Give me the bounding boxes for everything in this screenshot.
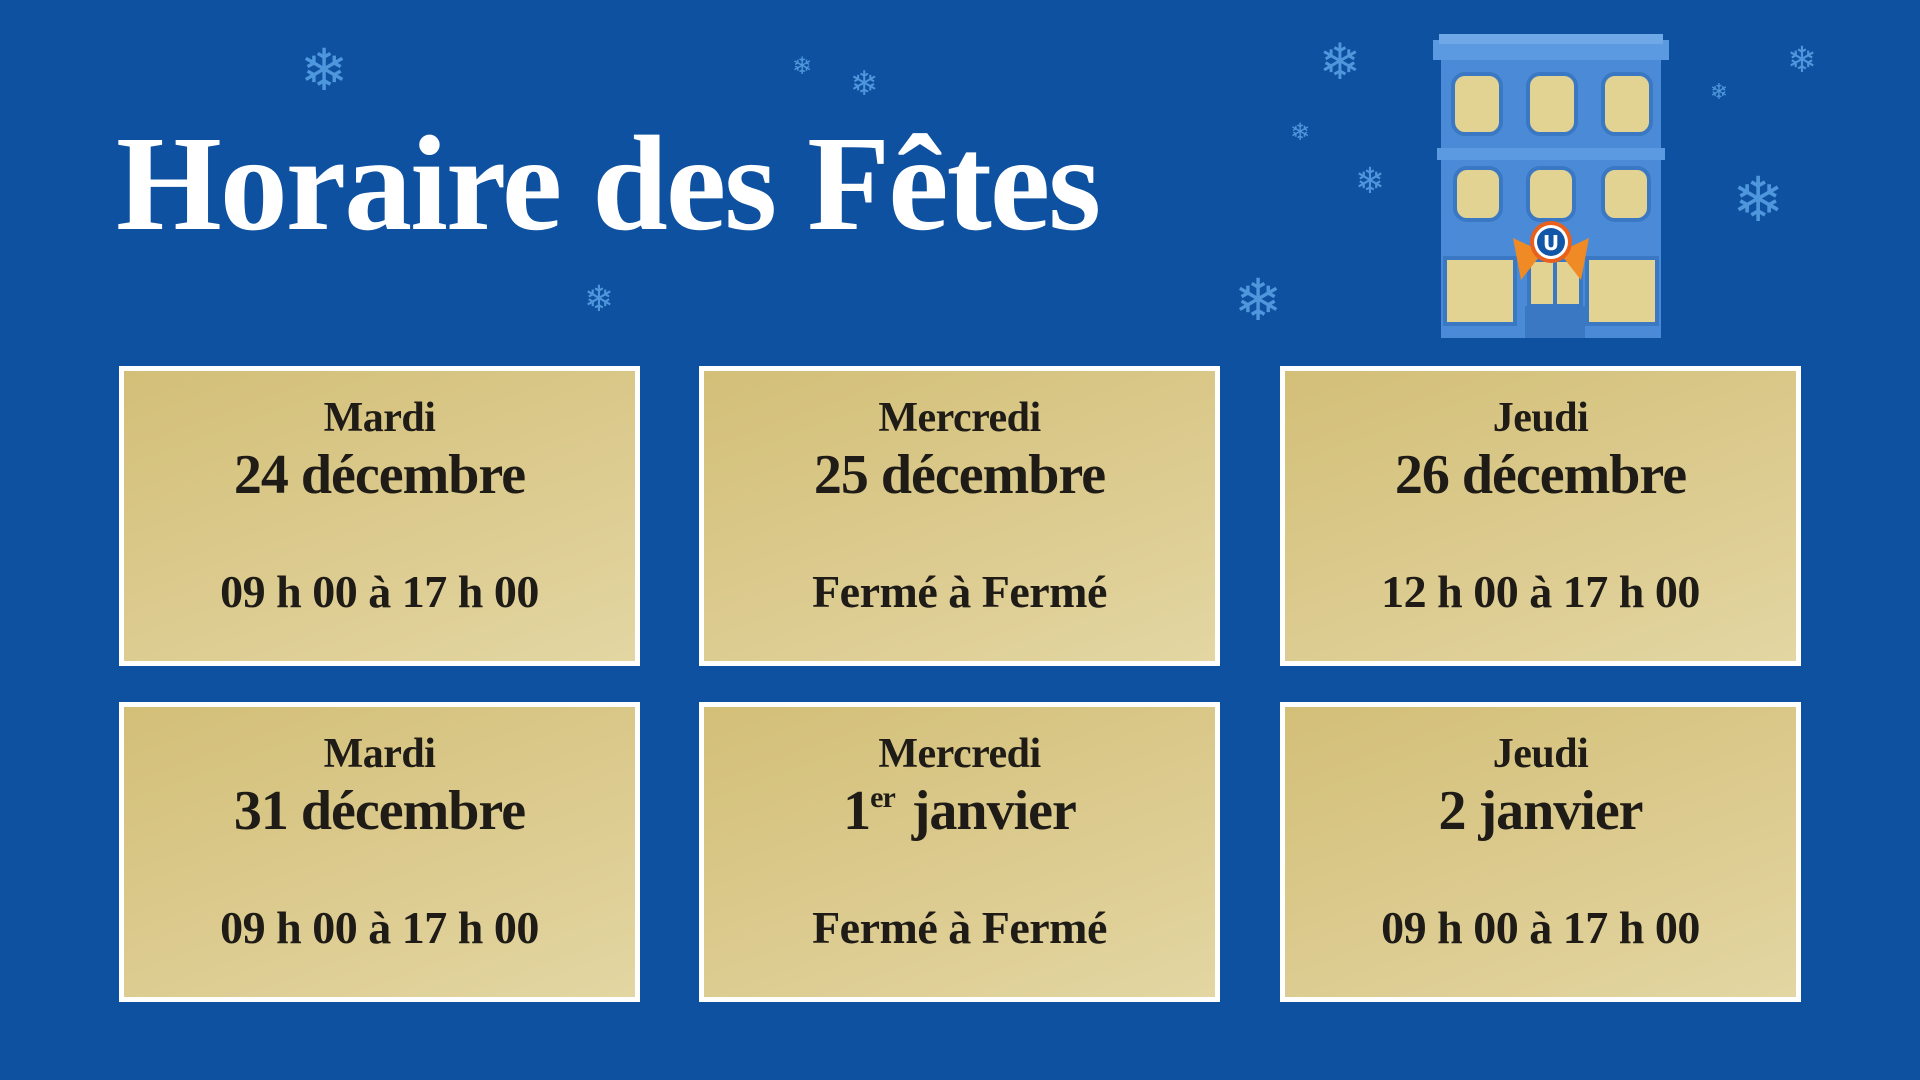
snowflake-icon: ❄ [1709,80,1729,105]
card-date: 31 décembre [124,780,635,843]
date-text: 31 décembre [233,780,526,842]
logo-letter: U [1543,231,1559,255]
schedule-card: Jeudi 26 décembre 12 h 00 à 17 h 00 [1280,366,1801,666]
snowflake-icon: ❄ [1786,40,1818,81]
snowflake-icon: ❄ [1732,163,1784,236]
card-hours: 09 h 00 à 17 h 00 [220,566,539,617]
card-date: 25 décembre [704,444,1215,507]
date-month: janvier [898,780,1077,842]
card-hours: 09 h 00 à 17 h 00 [220,902,539,953]
snowflake-icon: ❄ [583,279,615,320]
card-date: 26 décembre [1285,444,1796,507]
card-day: Mercredi [878,395,1041,441]
card-day: Jeudi [1492,395,1589,441]
date-text: 25 décembre [813,444,1106,506]
snowflake-icon: ❄ [1319,33,1361,91]
date-text: 2 janvier [1438,780,1643,842]
schedule-card: Mardi 24 décembre 09 h 00 à 17 h 00 [119,366,640,666]
date-text: 24 décembre [233,444,526,506]
snowflake-icon: ❄ [1233,266,1283,334]
card-hours: Fermé à Fermé [812,902,1107,953]
card-hours: 09 h 00 à 17 h 00 [1381,902,1700,953]
card-hours: Fermé à Fermé [812,566,1107,617]
card-date: 2 janvier [1285,780,1796,843]
snowflake-icon: ❄ [299,36,349,104]
schedule-card: Mercredi 25 décembre Fermé à Fermé [699,366,1220,666]
schedule-card: Jeudi 2 janvier 09 h 00 à 17 h 00 [1280,702,1801,1002]
card-date: 1er janvier [704,780,1215,843]
snowflake-icon: ❄ [1289,118,1311,146]
card-day: Mercredi [878,731,1041,777]
date-ordinal: er [870,781,896,814]
page-title: Horaire des Fêtes [116,109,1101,259]
snowflake-icon: ❄ [791,52,813,80]
snowflake-icon: ❄ [849,64,879,104]
schedule-card: Mercredi 1er janvier Fermé à Fermé [699,702,1220,1002]
schedule-card: Mardi 31 décembre 09 h 00 à 17 h 00 [119,702,640,1002]
card-hours: 12 h 00 à 17 h 00 [1381,566,1700,617]
date-text: 26 décembre [1394,444,1687,506]
store-building-illustration: U [1433,34,1669,338]
snowflake-icon: ❄ [1354,161,1386,202]
card-day: Mardi [323,731,436,777]
card-day: Mardi [323,395,436,441]
card-date: 24 décembre [124,444,635,507]
date-number: 1 [843,780,871,842]
card-day: Jeudi [1492,731,1589,777]
